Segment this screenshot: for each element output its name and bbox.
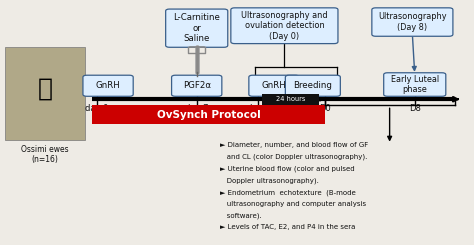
Text: Ossimi ewes
(n=16): Ossimi ewes (n=16) <box>21 145 69 164</box>
Text: day 0: day 0 <box>85 104 109 113</box>
Text: L-Carnitine
or
Saline: L-Carnitine or Saline <box>173 13 220 43</box>
Text: GnRH: GnRH <box>96 81 120 90</box>
Text: GnRH: GnRH <box>262 81 286 90</box>
FancyBboxPatch shape <box>285 75 340 96</box>
FancyBboxPatch shape <box>231 8 338 44</box>
Text: and CL (color Doppler ultrasonography).: and CL (color Doppler ultrasonography). <box>220 154 368 160</box>
FancyBboxPatch shape <box>262 94 319 105</box>
FancyBboxPatch shape <box>249 75 299 96</box>
Text: OvSynch Protocol: OvSynch Protocol <box>157 110 260 120</box>
Text: Breeding: Breeding <box>293 81 332 90</box>
Text: D0: D0 <box>319 104 330 113</box>
Text: ► Levels of TAC, E2, and P4 in the sera: ► Levels of TAC, E2, and P4 in the sera <box>220 224 356 230</box>
Text: PGF2α: PGF2α <box>182 81 211 90</box>
FancyBboxPatch shape <box>172 75 222 96</box>
Text: 24 hours: 24 hours <box>276 96 305 102</box>
Text: ► Endometrium  echotexture  (B-mode: ► Endometrium echotexture (B-mode <box>220 189 356 196</box>
FancyBboxPatch shape <box>5 47 85 140</box>
FancyBboxPatch shape <box>165 9 228 47</box>
Text: day 9: day 9 <box>246 104 270 113</box>
FancyBboxPatch shape <box>83 75 133 96</box>
Text: 🐐: 🐐 <box>37 76 53 100</box>
FancyBboxPatch shape <box>92 105 325 124</box>
Text: D8: D8 <box>409 104 421 113</box>
Text: Early Luteal
phase: Early Luteal phase <box>391 75 439 94</box>
Text: software).: software). <box>220 213 262 219</box>
FancyBboxPatch shape <box>372 8 453 36</box>
Text: day 7: day 7 <box>185 104 209 113</box>
Text: Ultrasonography and
ovulation detection
(Day 0): Ultrasonography and ovulation detection … <box>241 11 328 41</box>
Text: ► Uterine blood flow (color and pulsed: ► Uterine blood flow (color and pulsed <box>220 166 355 172</box>
Text: Ultrasonography
(Day 8): Ultrasonography (Day 8) <box>378 12 447 32</box>
FancyBboxPatch shape <box>383 73 446 96</box>
Text: ► Diameter, number, and blood flow of GF: ► Diameter, number, and blood flow of GF <box>220 142 369 148</box>
Text: ultrasonography and computer analysis: ultrasonography and computer analysis <box>220 201 366 207</box>
Text: Doppler ultrasonography).: Doppler ultrasonography). <box>220 177 319 184</box>
